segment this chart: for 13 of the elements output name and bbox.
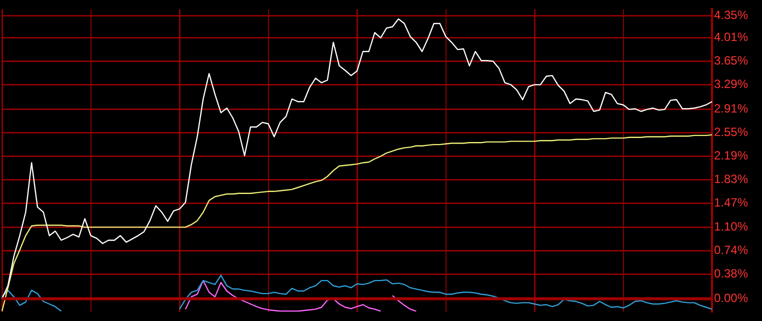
- y-tick-label: 4.01%: [714, 30, 748, 44]
- y-tick-label: 4.35%: [714, 8, 748, 22]
- y-tick-label: 2.19%: [714, 148, 748, 163]
- y-tick-label: 3.29%: [714, 77, 748, 91]
- y-tick-label: 3.65%: [714, 54, 748, 68]
- y-tick-label: 2.91%: [714, 102, 748, 116]
- y-tick-label: 1.10%: [714, 220, 748, 234]
- y-tick-label: 0.74%: [714, 242, 748, 257]
- y-tick-label: 0.00%: [714, 291, 748, 306]
- y-tick-label: 0.38%: [714, 266, 748, 280]
- y-tick-label: 2.55%: [714, 125, 748, 140]
- y-tick-label: 1.47%: [714, 195, 748, 210]
- y-tick-label: 1.83%: [714, 172, 748, 186]
